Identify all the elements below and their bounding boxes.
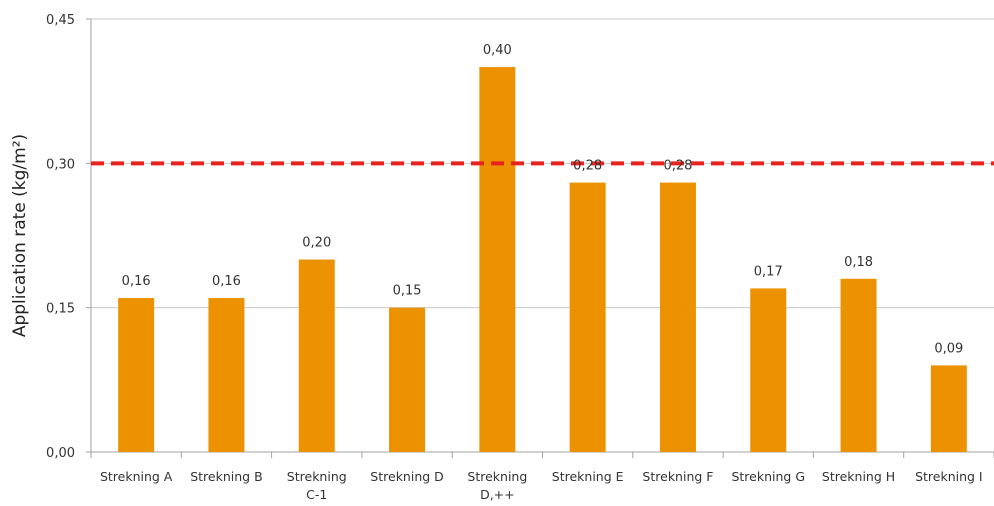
x-tick-label: Strekning A [100, 469, 173, 484]
y-axis-label: Application rate (kg/m²) [10, 134, 30, 337]
y-tick-label: 0,30 [46, 157, 75, 172]
data-label: 0,28 [573, 159, 602, 174]
data-label: 0,40 [483, 43, 512, 58]
data-label: 0,28 [663, 159, 692, 174]
bar [750, 288, 787, 452]
bar [840, 278, 877, 452]
bar [659, 182, 696, 453]
data-label: 0,16 [122, 274, 151, 289]
bar [118, 298, 155, 452]
bar [930, 365, 967, 452]
x-tick-label: Strekning [467, 469, 527, 484]
x-tick-label: Strekning I [915, 469, 983, 484]
bar [569, 182, 606, 453]
data-label: 0,18 [844, 255, 873, 270]
x-tick-label: Strekning H [822, 469, 895, 484]
y-tick-label: 0,45 [46, 13, 75, 28]
data-label: 0,09 [934, 341, 963, 356]
x-tick-label: Strekning G [731, 469, 805, 484]
bar [479, 67, 516, 452]
x-tick-label: Strekning F [642, 469, 713, 484]
bars [118, 67, 967, 453]
x-tick-label: Strekning D [370, 469, 443, 484]
data-label: 0,20 [302, 236, 331, 251]
data-label: 0,15 [393, 284, 422, 299]
data-label: 0,16 [212, 274, 241, 289]
bar [389, 307, 426, 452]
x-tick-labels: Strekning A Strekning B Strekning C-1 Strekn… [100, 469, 983, 502]
x-tick-label: D,++ [480, 487, 515, 502]
bar [208, 298, 245, 452]
x-tick-label: Strekning [287, 469, 347, 484]
bar [298, 259, 335, 452]
x-tick-label: Strekning E [552, 469, 624, 484]
data-labels: 0,16 0,16 0,20 0,15 0,40 0,28 0,28 0,17 0,18 0,09 [122, 43, 964, 356]
y-tick-labels: 0,00 0,15 0,30 0,45 [46, 13, 75, 461]
data-label: 0,17 [754, 264, 783, 279]
x-tick-label: Strekning B [190, 469, 262, 484]
y-tick-label: 0,00 [46, 446, 75, 461]
x-tick-label: C-1 [306, 487, 327, 502]
y-tick-label: 0,15 [46, 302, 75, 317]
